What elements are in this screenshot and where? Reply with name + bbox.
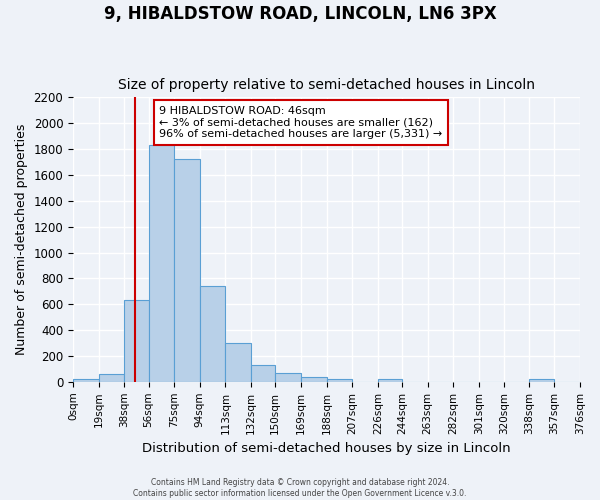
Title: Size of property relative to semi-detached houses in Lincoln: Size of property relative to semi-detach…	[118, 78, 535, 92]
X-axis label: Distribution of semi-detached houses by size in Lincoln: Distribution of semi-detached houses by …	[142, 442, 511, 455]
Bar	[251, 365, 275, 382]
Bar	[301, 376, 326, 382]
Bar	[378, 379, 402, 382]
Y-axis label: Number of semi-detached properties: Number of semi-detached properties	[15, 124, 28, 356]
Bar	[529, 379, 554, 382]
Text: 9, HIBALDSTOW ROAD, LINCOLN, LN6 3PX: 9, HIBALDSTOW ROAD, LINCOLN, LN6 3PX	[104, 5, 496, 23]
Bar	[73, 379, 98, 382]
Bar	[98, 374, 124, 382]
Bar	[149, 145, 174, 382]
Bar	[326, 379, 352, 382]
Bar	[275, 373, 301, 382]
Bar	[174, 160, 200, 382]
Bar	[200, 286, 226, 382]
Bar	[124, 300, 149, 382]
Text: 9 HIBALDSTOW ROAD: 46sqm
← 3% of semi-detached houses are smaller (162)
96% of s: 9 HIBALDSTOW ROAD: 46sqm ← 3% of semi-de…	[159, 106, 442, 139]
Text: Contains HM Land Registry data © Crown copyright and database right 2024.
Contai: Contains HM Land Registry data © Crown c…	[133, 478, 467, 498]
Bar	[226, 343, 251, 382]
